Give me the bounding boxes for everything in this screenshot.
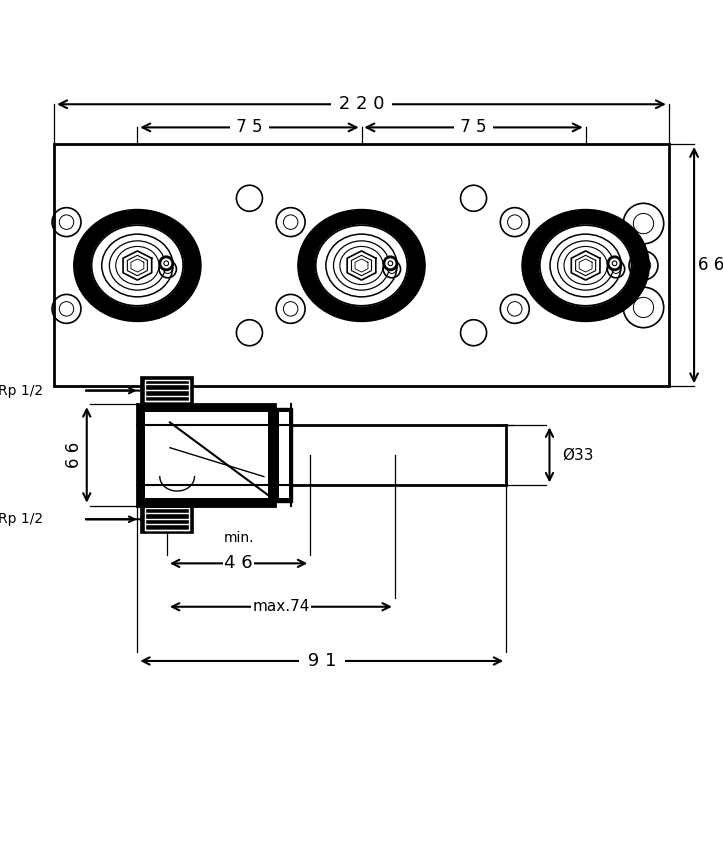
Ellipse shape: [340, 246, 383, 285]
Bar: [141, 505, 193, 533]
Circle shape: [166, 262, 168, 264]
Text: 9 1: 9 1: [301, 652, 342, 670]
Bar: [276, 408, 292, 502]
Ellipse shape: [116, 246, 159, 285]
Ellipse shape: [102, 234, 173, 296]
Ellipse shape: [298, 210, 425, 321]
Bar: [141, 505, 193, 533]
Ellipse shape: [74, 210, 201, 321]
Circle shape: [358, 262, 365, 269]
Circle shape: [159, 256, 174, 271]
Bar: [145, 509, 189, 530]
Ellipse shape: [522, 210, 649, 321]
Bar: [276, 408, 292, 502]
Polygon shape: [123, 251, 152, 280]
Ellipse shape: [333, 241, 390, 291]
Polygon shape: [347, 251, 376, 280]
Circle shape: [388, 262, 393, 266]
Circle shape: [164, 262, 168, 266]
Ellipse shape: [92, 225, 183, 306]
Bar: [137, 405, 275, 505]
Circle shape: [134, 262, 141, 269]
Circle shape: [610, 259, 619, 268]
Circle shape: [390, 262, 392, 264]
Text: 4 6: 4 6: [224, 555, 253, 573]
Text: Ø33: Ø33: [562, 447, 594, 463]
Circle shape: [613, 262, 616, 264]
Text: max.74: max.74: [252, 599, 309, 614]
Bar: [141, 377, 193, 405]
Polygon shape: [571, 251, 600, 280]
Circle shape: [383, 256, 398, 271]
Text: 2 2 0: 2 2 0: [333, 95, 390, 113]
Text: Rp 1/2: Rp 1/2: [0, 383, 43, 398]
Text: 6 6: 6 6: [698, 256, 723, 274]
Bar: [279, 412, 289, 498]
Bar: [141, 377, 193, 405]
Ellipse shape: [564, 246, 607, 285]
Ellipse shape: [109, 241, 166, 291]
Ellipse shape: [557, 241, 614, 291]
Text: 7 5: 7 5: [231, 118, 268, 136]
Circle shape: [386, 259, 395, 268]
Text: 7 5: 7 5: [455, 118, 492, 136]
Bar: [54, 144, 669, 386]
Text: 6 6: 6 6: [65, 442, 83, 468]
Bar: [145, 380, 189, 401]
Circle shape: [582, 262, 589, 269]
Text: min.: min.: [223, 532, 254, 545]
Ellipse shape: [326, 234, 397, 296]
Text: Rp 1/2: Rp 1/2: [0, 512, 43, 527]
Ellipse shape: [316, 225, 407, 306]
Ellipse shape: [540, 225, 631, 306]
Bar: [145, 412, 268, 498]
Ellipse shape: [550, 234, 621, 296]
Bar: [137, 405, 275, 505]
Circle shape: [607, 256, 622, 271]
Circle shape: [612, 262, 617, 266]
Circle shape: [162, 259, 171, 268]
